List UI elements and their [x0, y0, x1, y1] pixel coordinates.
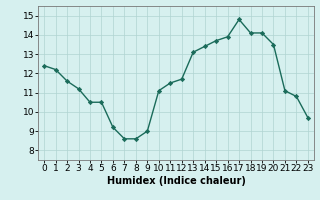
X-axis label: Humidex (Indice chaleur): Humidex (Indice chaleur) [107, 176, 245, 186]
